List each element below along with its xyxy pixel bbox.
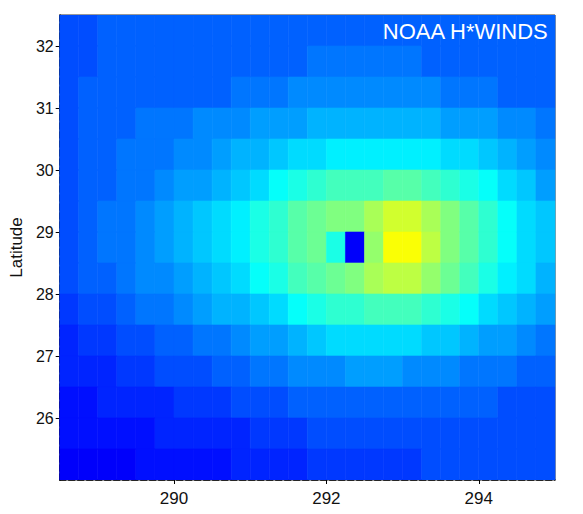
svg-text:27: 27 bbox=[36, 348, 54, 365]
svg-text:30: 30 bbox=[36, 162, 54, 179]
svg-text:NOAA H*WINDS: NOAA H*WINDS bbox=[383, 19, 548, 44]
svg-text:26: 26 bbox=[36, 410, 54, 427]
svg-text:31: 31 bbox=[36, 100, 54, 117]
svg-text:294: 294 bbox=[465, 489, 493, 508]
svg-text:29: 29 bbox=[36, 224, 54, 241]
svg-text:28: 28 bbox=[36, 286, 54, 303]
svg-text:290: 290 bbox=[160, 489, 188, 508]
svg-text:Latitude: Latitude bbox=[7, 217, 26, 278]
svg-text:32: 32 bbox=[36, 38, 54, 55]
svg-text:292: 292 bbox=[312, 489, 340, 508]
